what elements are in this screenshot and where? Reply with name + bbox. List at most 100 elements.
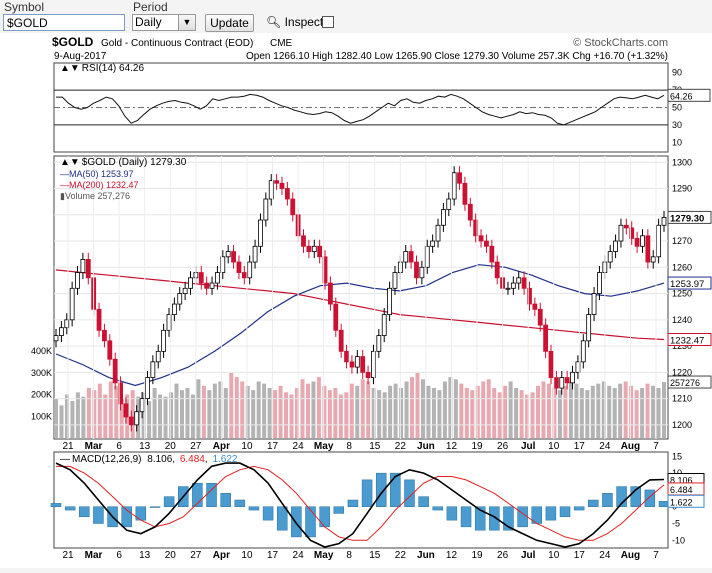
candle-body: [381, 314, 387, 336]
macd-histogram-bar: [644, 489, 656, 507]
candle-body: [268, 180, 274, 200]
volume-bar: [519, 390, 524, 438]
candle-body: [333, 303, 339, 331]
candle-body: [537, 308, 543, 326]
candle-body: [107, 340, 113, 360]
candle-body: [623, 224, 629, 229]
candle-body: [177, 293, 183, 305]
macd-signal-line: [56, 465, 665, 541]
x-tick-label: 22: [395, 441, 407, 452]
x-tick-label: 7: [653, 550, 659, 561]
x-tick-label: 8: [346, 441, 352, 452]
x-tick-label: 24: [599, 550, 611, 561]
candle-body: [661, 217, 667, 226]
volume-tick-label: 400K: [31, 346, 52, 356]
macd-histogram-bar: [234, 499, 246, 507]
candle-body: [231, 251, 236, 263]
volume-bar: [590, 385, 595, 438]
candle-body: [564, 377, 570, 384]
volume-bar: [75, 392, 80, 438]
x-tick-label: 24: [293, 550, 305, 561]
candle-body: [69, 287, 75, 321]
macd-tick-label: -5: [672, 519, 680, 529]
candle-body: [467, 203, 473, 221]
candle-body: [301, 235, 306, 247]
x-tick-label: Jun: [417, 550, 435, 561]
volume-bar: [64, 394, 69, 438]
volume-bar: [503, 385, 508, 438]
x-tick-label: 20: [165, 550, 177, 561]
volume-bar: [656, 387, 661, 438]
x-tick-label: Jul: [521, 441, 536, 452]
legend-line-icon: —: [60, 454, 70, 465]
ma50-line: [55, 264, 665, 387]
volume-bar: [371, 387, 376, 438]
volume-bar: [541, 381, 546, 438]
volume-bar: [459, 383, 464, 438]
x-tick-label: 17: [267, 550, 279, 561]
candle-body: [451, 172, 457, 200]
candle-body: [349, 361, 355, 368]
candle-body: [586, 314, 592, 342]
header-symbol: $GOLD: [52, 35, 94, 49]
x-tick-label: 10: [241, 441, 253, 452]
price-tick-label: 1210: [672, 394, 692, 404]
symbol-input[interactable]: [3, 14, 125, 31]
chevron-down-icon[interactable]: ▼: [178, 15, 195, 30]
volume-bar: [662, 382, 666, 438]
candle-body: [553, 377, 559, 389]
legend-bar-icon: ▮: [60, 191, 65, 201]
candle-body: [96, 308, 102, 331]
volume-bar: [256, 381, 261, 438]
macd-tick-label: 15: [672, 451, 682, 461]
candle-body: [634, 238, 640, 247]
period-select[interactable]: Daily ▼: [132, 14, 196, 31]
volume-bar: [300, 379, 305, 438]
volume-bar: [410, 377, 415, 438]
symbol-label: Symbol: [4, 0, 45, 14]
volume-bar: [81, 396, 86, 438]
candle-body: [478, 235, 484, 242]
volume-bar: [229, 372, 234, 438]
x-tick-label: Aug: [621, 550, 640, 561]
volume-bar: [612, 387, 617, 438]
volume-bar: [442, 381, 447, 438]
legend-price: $GOLD (Daily) 1279.30: [82, 157, 187, 168]
header-name: Gold - Continuous Contract (EOD): [101, 38, 253, 49]
volume-bar: [557, 390, 562, 438]
volume-bar: [201, 385, 206, 438]
macd-histogram-bar: [291, 506, 302, 538]
volume-bar: [344, 392, 349, 438]
inspect-checkbox[interactable]: [322, 16, 334, 28]
volume-bar: [360, 379, 365, 438]
x-tick-label: 21: [62, 550, 74, 561]
candle-body: [150, 361, 156, 378]
volume-bar: [420, 379, 425, 438]
candle-body: [392, 272, 398, 289]
ma50-value-box-label: 1253.97: [670, 279, 704, 290]
volume-bar: [431, 387, 436, 438]
rsi-tick-label: 90: [672, 68, 682, 78]
volume-bar: [130, 390, 135, 438]
price-legend-2: —MA(50) 1253.97: [60, 169, 134, 179]
candle-body: [155, 350, 161, 363]
x-tick-label: Mar: [85, 441, 103, 452]
header-date: 9-Aug-2017: [54, 51, 107, 62]
volume-bar: [355, 385, 360, 438]
x-tick-label: 17: [267, 441, 279, 452]
volume-bar: [497, 392, 502, 438]
macd-histogram-bar: [276, 506, 288, 531]
macd-histogram-bar: [432, 506, 444, 511]
volume-bar: [86, 387, 91, 438]
inspect-toggle[interactable]: 🔍︎ Inspect: [266, 14, 323, 31]
macd-value-label: 6.484: [670, 485, 693, 495]
candle-body: [408, 251, 414, 263]
candle-body: [527, 287, 532, 305]
candle-body: [311, 245, 317, 252]
macd-line: [55, 462, 665, 548]
x-tick-label: 17: [574, 441, 586, 452]
volume-bar: [196, 379, 201, 438]
macd-histogram-bar: [460, 506, 472, 528]
update-button[interactable]: Update: [205, 14, 254, 32]
price-tick-label: 1250: [672, 289, 692, 299]
